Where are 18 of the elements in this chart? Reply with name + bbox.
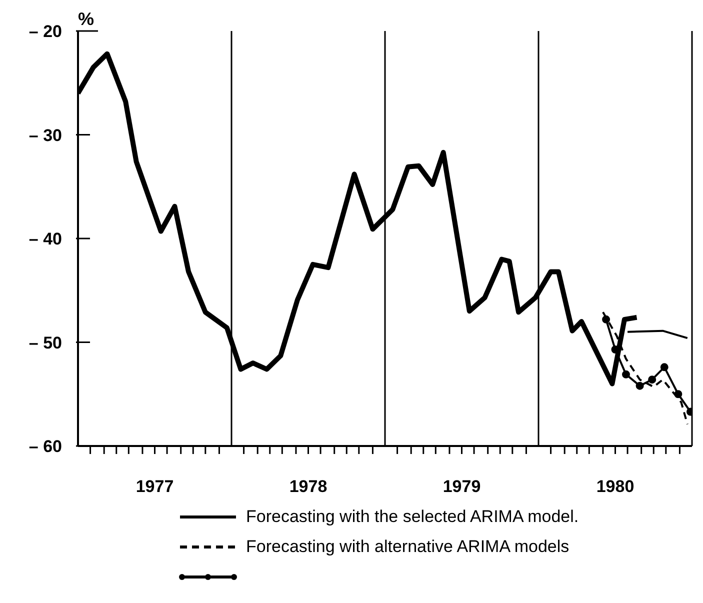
legend-label: Forecasting with the selected ARIMA model. — [246, 507, 579, 527]
point — [622, 370, 630, 378]
legend-label: Forecasting with alternative ARIMA models — [246, 537, 570, 557]
y-tick-label: – 20 — [28, 22, 62, 41]
x-tick-label: 1978 — [289, 477, 328, 496]
point — [674, 390, 682, 398]
x-tick-label: 1977 — [136, 477, 174, 496]
point — [636, 382, 644, 390]
y-tick-label: – 50 — [28, 333, 62, 352]
y-tick-label: – 40 — [28, 230, 62, 248]
y-tick-label: – 60 — [28, 437, 62, 456]
y-axis-title: % — [78, 9, 94, 30]
point — [648, 376, 656, 384]
point — [660, 363, 668, 372]
y-tick-label: – 30 — [28, 126, 62, 145]
x-tick-label: 1980 — [596, 477, 634, 496]
point — [602, 315, 610, 324]
x-tick-label: 1979 — [442, 477, 481, 496]
